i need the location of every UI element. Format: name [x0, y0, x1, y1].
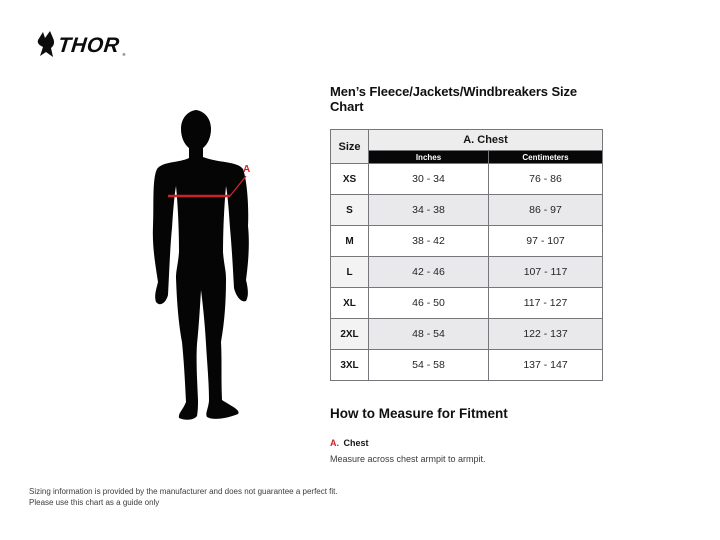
- cell-centimeters: 122 - 137: [488, 318, 603, 350]
- table-row: XS 30 - 34 76 - 86: [330, 163, 603, 195]
- measure-item-key: A.: [330, 438, 339, 448]
- measure-item-description: Measure across chest armpit to armpit.: [330, 454, 486, 464]
- how-to-measure-section: How to Measure for Fitment A. Chest Meas…: [330, 406, 610, 464]
- cell-centimeters: 117 - 127: [488, 287, 603, 319]
- male-silhouette-figure: [152, 110, 249, 420]
- cell-size: 2XL: [330, 318, 369, 350]
- table-row: 2XL 48 - 54 122 - 137: [330, 318, 603, 350]
- disclaimer-text: Sizing information is provided by the ma…: [29, 486, 338, 508]
- measurement-a-label: A: [243, 164, 251, 175]
- disclaimer-line-1: Sizing information is provided by the ma…: [29, 487, 338, 496]
- cell-inches: 42 - 46: [368, 256, 489, 288]
- column-header-inches: Inches: [368, 150, 489, 164]
- column-header-centimeters: Centimeters: [488, 150, 603, 164]
- cell-centimeters: 86 - 97: [488, 194, 603, 226]
- table-row: S 34 - 38 86 - 97: [330, 194, 603, 226]
- cell-size: S: [330, 194, 369, 226]
- cell-inches: 54 - 58: [368, 349, 489, 381]
- table-header-row: Size A. Chest: [330, 129, 603, 164]
- table-unit-row: Inches Centimeters: [331, 150, 603, 164]
- table-row: L 42 - 46 107 - 117: [330, 256, 603, 288]
- cell-centimeters: 107 - 117: [488, 256, 603, 288]
- column-header-chest: A. Chest: [368, 129, 603, 151]
- cell-size: 3XL: [330, 349, 369, 381]
- table-row: M 38 - 42 97 - 107: [330, 225, 603, 257]
- measure-item-chest: A. Chest Measure across chest armpit to …: [330, 433, 610, 464]
- cell-inches: 34 - 38: [368, 194, 489, 226]
- column-header-size: Size: [330, 129, 369, 164]
- table-row: 3XL 54 - 58 137 - 147: [330, 349, 603, 381]
- cell-centimeters: 137 - 147: [488, 349, 603, 381]
- cell-inches: 38 - 42: [368, 225, 489, 257]
- cell-size: M: [330, 225, 369, 257]
- brand-name: THOR: [56, 33, 121, 57]
- measure-item-label: Chest: [343, 438, 369, 448]
- brand-logo: THOR ®: [35, 31, 125, 59]
- cell-size: XS: [330, 163, 369, 195]
- disclaimer-line-2: Please use this chart as a guide only: [29, 498, 160, 507]
- thor-goat-head-icon: [35, 31, 55, 59]
- cell-inches: 30 - 34: [368, 163, 489, 195]
- chest-measurement-line: [168, 175, 247, 198]
- cell-size: XL: [330, 287, 369, 319]
- chart-title: Men’s Fleece/Jackets/Windbreakers Size C…: [330, 84, 578, 114]
- cell-size: L: [330, 256, 369, 288]
- how-to-measure-heading: How to Measure for Fitment: [330, 406, 508, 421]
- cell-centimeters: 76 - 86: [488, 163, 603, 195]
- chart-panel: Men’s Fleece/Jackets/Windbreakers Size C…: [330, 84, 610, 464]
- size-table: Size A. Chest Inches Centimeters XS 30 - …: [330, 129, 603, 381]
- size-table-body: XS 30 - 34 76 - 86 S 34 - 38 86 - 97 M 38 - 42 9…: [330, 163, 603, 381]
- cell-inches: 46 - 50: [368, 287, 489, 319]
- cell-inches: 48 - 54: [368, 318, 489, 350]
- table-row: XL 46 - 50 117 - 127: [330, 287, 603, 319]
- trademark-symbol: ®: [122, 52, 126, 57]
- cell-centimeters: 97 - 107: [488, 225, 603, 257]
